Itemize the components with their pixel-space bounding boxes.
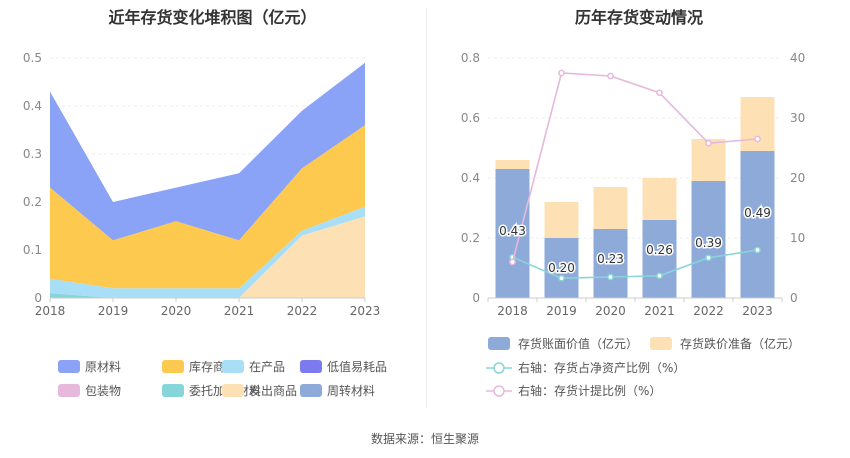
bar-value-label: 0.23 xyxy=(597,252,624,266)
y-right-tick-label: 10 xyxy=(790,231,805,245)
y-left-tick-label: 0 xyxy=(472,291,480,305)
area-series xyxy=(50,206,365,298)
legend-label: 右轴：存货计提比例（%） xyxy=(518,383,661,398)
legend-swatch xyxy=(162,384,184,397)
x-tick-label: 2018 xyxy=(35,304,66,318)
bar-value-label: 0.43 xyxy=(499,224,526,238)
line-point xyxy=(754,135,761,143)
inventory-stacked-area-chart: 近年存货变化堆积图（亿元） 0 0.1 0.2 0.3 0.4 0.5 2018 2019 20… xyxy=(0,0,425,420)
right-chart-svg: 0 0.2 0.4 0.6 0.8 0 10 20 30 40 2018 2019 2020 2021 20… xyxy=(461,51,805,398)
bar-book-value xyxy=(544,238,579,298)
area-series xyxy=(50,125,365,289)
legend-label: 存货跌价准备（亿元） xyxy=(680,336,800,351)
data-source-footer: 数据来源：恒生聚源 xyxy=(370,432,479,446)
y-left-tick-label: 0.8 xyxy=(461,51,480,65)
y-tick-label: 0.5 xyxy=(23,51,42,65)
legend-swatch xyxy=(162,360,184,373)
legend-label: 包装物 xyxy=(85,384,121,398)
x-tick-label: 2023 xyxy=(742,304,773,318)
legend-line-marker xyxy=(493,362,505,374)
y-right-tick-label: 20 xyxy=(790,171,805,185)
area-series xyxy=(50,216,365,298)
right-chart-title: 历年存货变动情况 xyxy=(574,8,703,27)
bar-book-value xyxy=(495,169,530,298)
y-right-tick-label: 0 xyxy=(790,291,798,305)
legend-swatch xyxy=(300,360,322,373)
legend-label: 原材料 xyxy=(85,360,121,374)
x-tick-label: 2023 xyxy=(350,304,381,318)
y-tick-label: 0 xyxy=(34,291,42,305)
left-chart-title: 近年存货变化堆积图（亿元） xyxy=(108,8,317,27)
y-tick-label: 0.2 xyxy=(23,195,42,209)
line-point xyxy=(656,272,663,280)
bar-book-value xyxy=(691,181,726,298)
bar-value-label: 0.26 xyxy=(646,243,673,257)
legend-swatch xyxy=(222,384,244,397)
legend-swatch xyxy=(300,384,322,397)
x-tick-label: 2020 xyxy=(595,304,626,318)
line-point xyxy=(509,258,516,266)
x-tick-label: 2022 xyxy=(693,304,724,318)
legend-label: 周转材料 xyxy=(327,383,375,398)
legend-swatch xyxy=(58,384,80,397)
legend-line-marker xyxy=(493,385,505,397)
line-point xyxy=(558,274,565,282)
bar-impairment xyxy=(593,187,628,229)
legend-label: 低值易耗品 xyxy=(327,359,387,374)
y-left-tick-label: 0.4 xyxy=(461,171,480,185)
legend-swatch xyxy=(488,337,510,350)
legend-label: 发出商品 xyxy=(249,383,297,398)
bar-impairment xyxy=(544,202,579,238)
bar-book-value xyxy=(740,151,775,298)
bar-book-value xyxy=(642,220,677,298)
line-point xyxy=(754,246,761,254)
line-point xyxy=(607,72,614,80)
line-ratio-net-assets xyxy=(512,249,758,280)
bar-impairment xyxy=(495,160,530,169)
y-right-tick-label: 40 xyxy=(790,51,805,65)
y-left-tick-label: 0.6 xyxy=(461,111,480,125)
x-tick-label: 2018 xyxy=(497,304,528,318)
bar-impairment xyxy=(642,178,677,220)
bar-book-value xyxy=(593,229,628,298)
y-right-tick-label: 30 xyxy=(790,111,805,125)
area-series xyxy=(50,62,365,241)
x-tick-label: 2022 xyxy=(287,304,318,318)
y-tick-label: 0.1 xyxy=(23,243,42,257)
bar-impairment xyxy=(740,97,775,151)
bar-value-label: 0.49 xyxy=(744,206,771,220)
x-tick-label: 2019 xyxy=(98,304,129,318)
x-tick-label: 2021 xyxy=(224,304,255,318)
y-tick-label: 0.3 xyxy=(23,147,42,161)
left-chart-svg: 0 0.1 0.2 0.3 0.4 0.5 2018 2019 2020 2021 2022 2023… xyxy=(23,51,387,398)
line-point xyxy=(558,69,565,77)
x-tick-label: 2021 xyxy=(644,304,675,318)
inventory-change-bar-chart: 历年存货变动情况 0 0.2 0.4 0.6 0.8 0 10 20 30 40 2018 2019 2… xyxy=(428,0,850,420)
legend-label: 在产品 xyxy=(249,360,285,374)
line-point xyxy=(607,273,614,281)
line-point xyxy=(705,139,712,147)
legend-label: 存货账面价值（亿元） xyxy=(518,336,638,351)
panel-divider xyxy=(426,8,427,408)
legend-swatch xyxy=(58,360,80,373)
legend-label: 右轴：存货占净资产比例（%） xyxy=(518,360,685,375)
line-point xyxy=(656,89,663,97)
x-tick-label: 2019 xyxy=(546,304,577,318)
bar-value-label: 0.39 xyxy=(695,236,722,250)
line-provision-ratio xyxy=(511,72,758,263)
legend-swatch xyxy=(222,360,244,373)
bar-value-label: 0.20 xyxy=(548,261,575,275)
y-tick-label: 0.4 xyxy=(23,99,42,113)
legend-swatch xyxy=(650,337,672,350)
x-tick-label: 2020 xyxy=(161,304,192,318)
y-left-tick-label: 0.2 xyxy=(461,231,480,245)
line-point xyxy=(705,254,712,262)
